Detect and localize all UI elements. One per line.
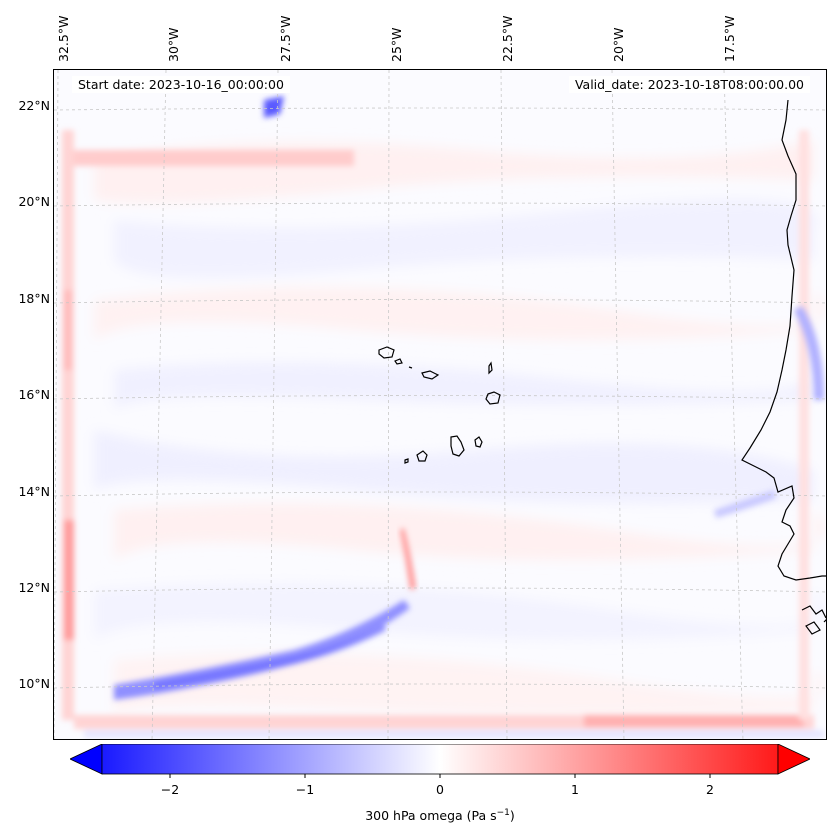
island-sao-vicente — [394, 358, 403, 365]
lon-label-20w: 20°W — [611, 27, 626, 62]
island-sao-nicolau — [421, 370, 440, 380]
island-brava — [404, 458, 409, 464]
lat-label-22n: 22°N — [18, 98, 50, 113]
lon-label-17-5w: 17.5°W — [722, 15, 737, 62]
colorbar-label-exponent: −1 — [496, 808, 510, 818]
gridlines — [54, 70, 826, 739]
boundary-artifact — [62, 130, 824, 738]
lon-label-22-5w: 22.5°W — [500, 15, 515, 62]
island-santo-antao — [378, 346, 395, 359]
lon-label-25w: 25°W — [389, 27, 404, 62]
blue-band — [114, 96, 824, 700]
red-streak — [400, 528, 416, 590]
colorbar-tick-neg2: −2 — [160, 782, 180, 797]
island-santa-luzia — [408, 366, 413, 369]
map-panel[interactable] — [53, 69, 827, 740]
island-fogo — [416, 450, 428, 462]
colorbar-gradient — [101, 744, 779, 775]
lon-label-30w: 30°W — [166, 27, 181, 62]
lat-label-14n: 14°N — [18, 484, 50, 499]
lat-label-12n: 12°N — [18, 580, 50, 595]
colorbar-tick-1: 1 — [571, 782, 579, 797]
colorbar-min-arrow — [70, 744, 103, 775]
start-date-label: Start date: 2023-10-16_00:00:00 — [72, 76, 290, 93]
lat-label-18n: 18°N — [18, 291, 50, 306]
colorbar — [70, 744, 810, 778]
colorbar-label-end: ) — [509, 808, 515, 824]
island-sal — [488, 361, 493, 375]
west-africa-coastline — [741, 99, 826, 581]
lat-label-16n: 16°N — [18, 387, 50, 402]
lon-label-27-5w: 27.5°W — [278, 15, 293, 62]
island-maio — [474, 436, 483, 448]
cape-verde-islands — [378, 346, 501, 464]
lon-label-32-5w: 32.5°W — [56, 15, 71, 62]
colorbar-max-arrow — [777, 744, 810, 775]
bissagos-islands — [801, 605, 826, 635]
colorbar-tick-0: 0 — [436, 782, 444, 797]
colorbar-label-main: 300 hPa omega (Pa s — [365, 808, 497, 824]
island-boa-vista — [485, 391, 501, 405]
colorbar-tick-neg1: −1 — [295, 782, 315, 797]
colorbar-tick-2: 2 — [706, 782, 714, 797]
colorbar-label: 300 hPa omega (Pa s−1) — [0, 808, 837, 823]
lat-label-20n: 20°N — [18, 194, 50, 209]
lat-label-10n: 10°N — [18, 676, 50, 691]
island-santiago — [450, 435, 465, 457]
valid-date-label: Valid_date: 2023-10-18T08:00:00.00 — [568, 76, 810, 93]
omega-field — [54, 70, 826, 739]
colorbar-tick-marks — [169, 774, 711, 778]
